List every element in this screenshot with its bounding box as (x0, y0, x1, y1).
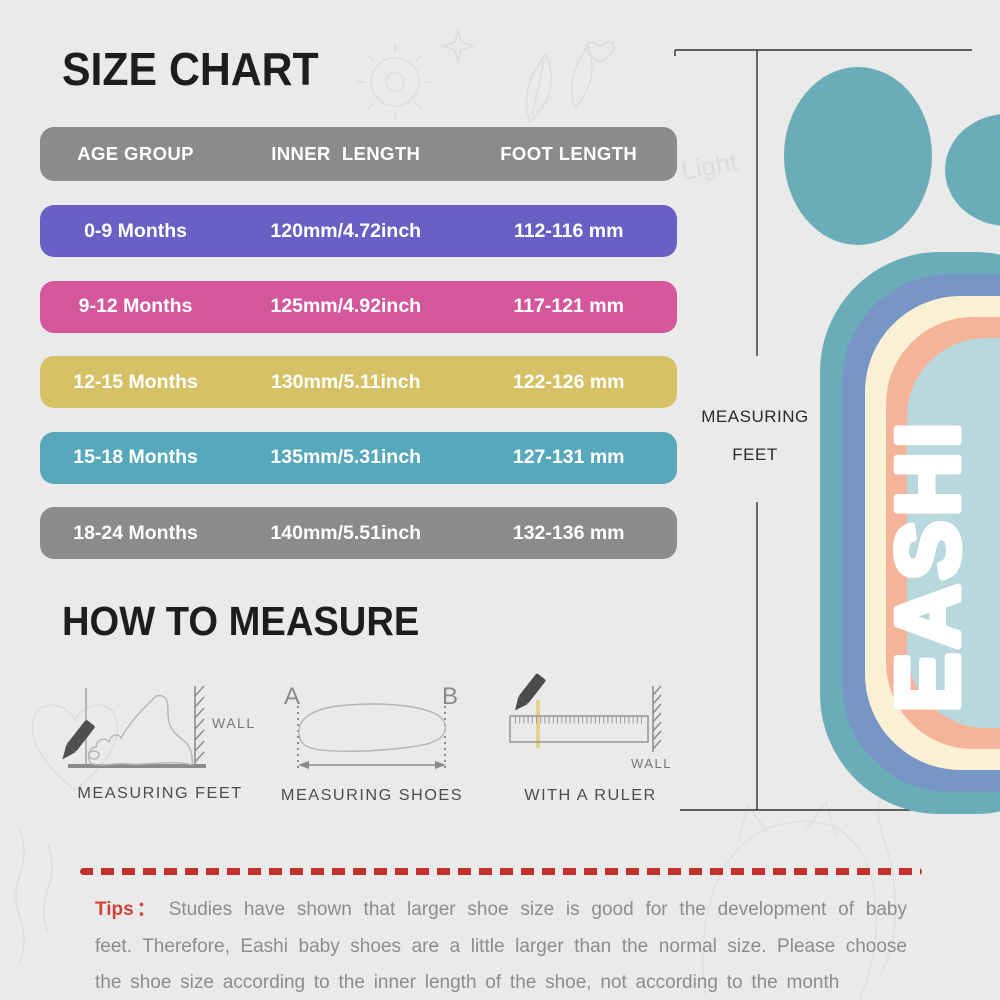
doodle-cat-outline (702, 785, 897, 999)
doodle-squiggle (15, 829, 53, 963)
doodle-flower-icon (370, 57, 420, 107)
length-arrow (298, 761, 446, 769)
cell-age-group: 0-9 Months (84, 219, 187, 242)
figure-measuring-shoes: A B MEASURING SHOES (281, 672, 462, 805)
cell-age-group: 12-15 Months (73, 370, 198, 393)
big-toe-shape (784, 67, 932, 245)
table-header-row: AGE GROUP INNER LENGTH FOOT LENGTH (40, 127, 677, 181)
pencil-icon (515, 673, 546, 711)
table-row: 12-15 Months 130mm/5.11inch 122-126 mm (40, 356, 677, 408)
point-a-label: A (284, 683, 300, 710)
page-title: SIZE CHART (62, 43, 319, 95)
cell-foot-length: 132-136 mm (512, 521, 625, 544)
doodle-heart-icon (31, 704, 119, 791)
cell-inner-length: 125mm/4.92inch (270, 295, 422, 317)
ruler-icon (509, 715, 649, 743)
cell-age-group: 15-18 Months (73, 446, 198, 468)
wall-hatching (652, 685, 662, 752)
ruler-illustration: WALL (509, 673, 672, 771)
figure-label: MEASURING FEET (77, 785, 243, 802)
shoe-sole-outline (298, 703, 446, 752)
col-header-age-group: AGE GROUP (77, 143, 194, 164)
cell-foot-length: 122-126 mm (512, 370, 625, 393)
col-header-inner-length: INNER LENGTH (271, 143, 421, 164)
tips-label: Tips： (95, 899, 159, 920)
table-row: 9-12 Months 125mm/4.92inch 117-121 mm (40, 280, 677, 333)
second-toe-shape (945, 114, 1000, 226)
doodle-heart-icon (585, 41, 615, 63)
cell-inner-length: 120mm/4.72inch (270, 219, 422, 242)
cell-inner-length: 140mm/5.51inch (270, 521, 422, 544)
footprint-graphic: EASHI (784, 67, 1000, 814)
footprint-diagram: MEASURING FEET EASHI (674, 49, 1000, 814)
wall-hatching (194, 685, 205, 764)
pencil-icon (62, 720, 95, 760)
wall-label: WALL (631, 756, 672, 771)
tips-text: Studies have shown that larger shoe size… (95, 899, 907, 993)
measuring-feet-illustration: WALL (62, 685, 256, 768)
cell-foot-length: 117-121 mm (513, 295, 624, 317)
doodle-leaf-icon (570, 44, 593, 110)
table-row: 15-18 Months 135mm/5.31inch 127-131 mm (40, 431, 677, 484)
cell-age-group: 9-12 Months (78, 295, 193, 317)
cell-age-group: 18-24 Months (73, 521, 198, 544)
tips-paragraph: Tips： Studies have shown that larger shoe… (95, 892, 907, 1000)
doodle-leaf-icon (525, 52, 553, 124)
figure-label: WITH A RULER (524, 787, 657, 804)
measuring-shoes-illustration: A B (284, 683, 458, 772)
table-row: 18-24 Months 140mm/5.51inch 132-136 mm (40, 507, 677, 559)
figure-measuring-feet: WALL MEASURING FEET (50, 674, 270, 803)
cell-foot-length: 127-131 mm (512, 446, 625, 468)
measuring-feet-label-line1: MEASURING (701, 407, 808, 426)
figure-label: MEASURING SHOES (280, 787, 464, 804)
how-to-measure-title: HOW TO MEASURE (62, 598, 420, 644)
cell-inner-length: 135mm/5.31inch (270, 446, 422, 468)
cell-foot-length: 112-116 mm (513, 219, 624, 242)
point-b-label: B (442, 683, 458, 710)
brand-logo-text: EASHI (878, 418, 977, 712)
size-table: AGE GROUP INNER LENGTH FOOT LENGTH 0-9 M… (40, 127, 677, 583)
wall-label: WALL (212, 715, 256, 731)
tips-divider (80, 868, 922, 875)
doodle-sparkle-icon (440, 29, 476, 63)
table-row: 0-9 Months 120mm/4.72inch 112-116 mm (40, 205, 677, 257)
figure-with-a-ruler: WALL WITH A RULER (498, 672, 683, 805)
cell-inner-length: 130mm/5.11inch (270, 370, 421, 393)
foot-pad-inner (907, 338, 1000, 728)
foot-outline (87, 694, 193, 766)
col-header-foot-length: FOOT LENGTH (500, 143, 638, 164)
measuring-feet-label-line2: FEET (732, 445, 777, 464)
